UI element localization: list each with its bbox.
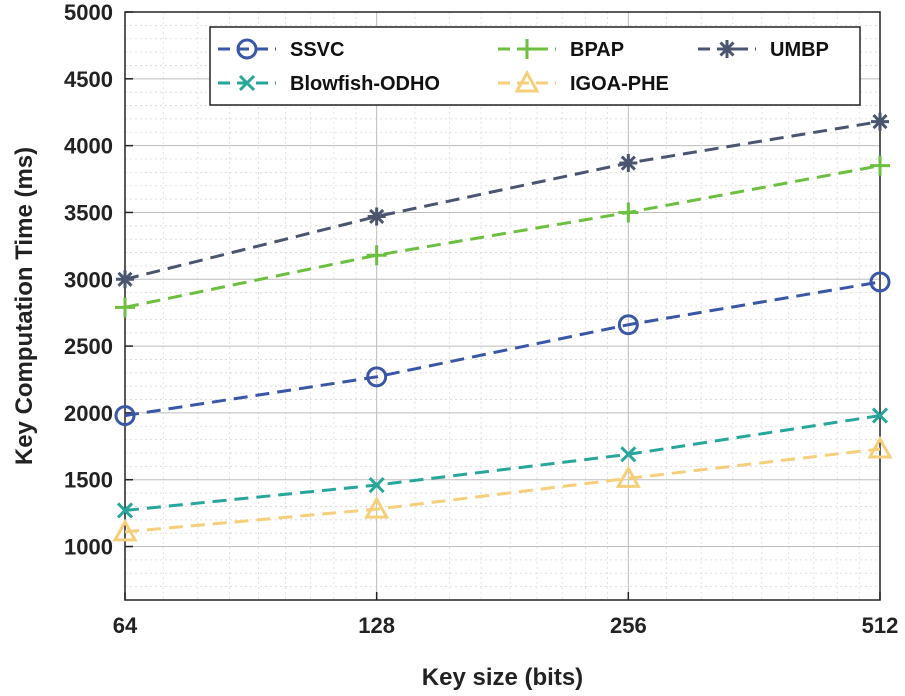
y-tick-label: 3500 <box>64 200 113 225</box>
y-axis-ticks: 1000 1500 2000 2500 3000 3500 4000 4500 5000 <box>64 0 133 560</box>
data-point <box>870 155 890 176</box>
series-bpap <box>115 155 890 318</box>
legend-item: SSVC <box>218 38 344 61</box>
data-point <box>620 446 637 463</box>
series-line <box>124 164 881 309</box>
data-point <box>366 366 388 388</box>
data-point <box>116 502 134 519</box>
legend-label: BPAP <box>570 39 624 61</box>
data-point <box>366 245 387 266</box>
series-line <box>124 447 881 534</box>
data-point <box>112 518 138 542</box>
series-umbp <box>116 112 889 289</box>
data-point <box>618 202 639 223</box>
data-point <box>869 271 891 293</box>
x-tick-label: 512 <box>862 613 899 638</box>
x-axis-ticks: 64 128 256 512 <box>113 592 899 638</box>
x-axis-title: Key size (bits) <box>422 664 583 691</box>
series-igoa-phe <box>112 435 893 542</box>
y-tick-label: 5000 <box>64 0 113 25</box>
data-point <box>871 407 889 424</box>
x-tick-label: 64 <box>113 613 138 638</box>
y-tick-label: 1500 <box>64 468 113 493</box>
data-point <box>615 465 641 488</box>
legend-item: BPAP <box>498 39 624 61</box>
legend-item: UMBP <box>698 39 829 61</box>
x-tick-label: 128 <box>358 613 395 638</box>
data-point <box>115 297 135 318</box>
data-point <box>364 496 390 519</box>
legend-label: SSVC <box>290 39 344 61</box>
data-point <box>114 405 136 427</box>
legend-marker <box>236 38 258 60</box>
data-point <box>619 154 638 173</box>
legend-marker <box>517 39 537 59</box>
series-line <box>124 120 881 281</box>
data-point <box>867 435 893 459</box>
y-tick-label: 1000 <box>64 535 113 560</box>
data-point <box>368 477 385 494</box>
data-point <box>617 314 639 336</box>
series-blowfish-odho <box>116 407 889 519</box>
x-tick-label: 256 <box>610 613 647 638</box>
y-tick-label: 3000 <box>64 267 113 292</box>
series-line <box>124 414 881 512</box>
legend-label: UMBP <box>770 39 829 61</box>
data-point <box>116 270 134 289</box>
legend-label: IGOA-PHE <box>570 73 669 95</box>
y-tick-label: 4500 <box>64 67 113 92</box>
legend-marker <box>514 69 540 93</box>
data-point <box>871 112 889 131</box>
y-tick-label: 4000 <box>64 134 113 159</box>
legend-item: IGOA-PHE <box>498 69 669 95</box>
y-axis-title: Key Computation Time (ms) <box>11 147 38 465</box>
series-line <box>124 280 881 418</box>
series <box>112 112 893 542</box>
legend-marker <box>718 40 736 58</box>
series-ssvc <box>114 271 891 427</box>
legend-marker <box>238 74 256 92</box>
y-tick-label: 2500 <box>64 334 113 359</box>
legend-item: Blowfish-ODHO <box>218 73 440 95</box>
legend-label: Blowfish-ODHO <box>290 73 440 95</box>
y-tick-label: 2000 <box>64 401 113 426</box>
data-point <box>367 207 386 226</box>
legend: SSVC BPAP UMBP Blowfish-ODHO IGOA-PHE <box>209 26 861 106</box>
